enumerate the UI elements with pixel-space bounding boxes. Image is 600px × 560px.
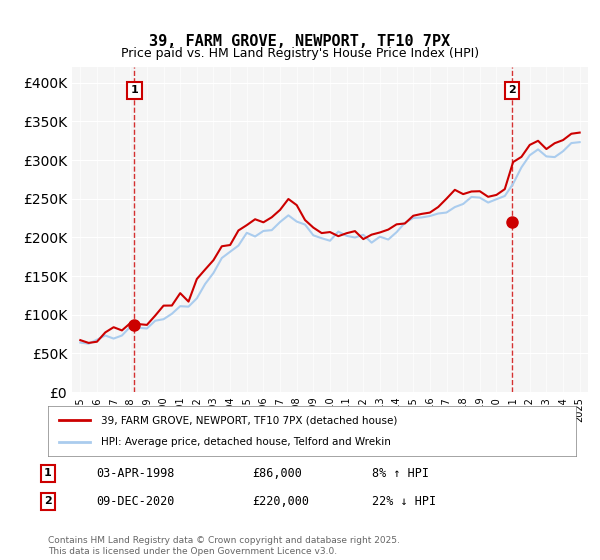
Text: 8% ↑ HPI: 8% ↑ HPI xyxy=(372,466,429,480)
Text: £220,000: £220,000 xyxy=(252,494,309,508)
Text: 39, FARM GROVE, NEWPORT, TF10 7PX: 39, FARM GROVE, NEWPORT, TF10 7PX xyxy=(149,35,451,49)
Text: 2: 2 xyxy=(44,496,52,506)
Text: 1: 1 xyxy=(44,468,52,478)
Text: 22% ↓ HPI: 22% ↓ HPI xyxy=(372,494,436,508)
Text: Contains HM Land Registry data © Crown copyright and database right 2025.
This d: Contains HM Land Registry data © Crown c… xyxy=(48,536,400,556)
Text: 39, FARM GROVE, NEWPORT, TF10 7PX (detached house): 39, FARM GROVE, NEWPORT, TF10 7PX (detac… xyxy=(101,415,397,425)
Text: HPI: Average price, detached house, Telford and Wrekin: HPI: Average price, detached house, Telf… xyxy=(101,437,391,447)
Text: 1: 1 xyxy=(131,86,138,95)
Text: Price paid vs. HM Land Registry's House Price Index (HPI): Price paid vs. HM Land Registry's House … xyxy=(121,46,479,60)
Text: 2: 2 xyxy=(508,86,516,95)
Text: 09-DEC-2020: 09-DEC-2020 xyxy=(96,494,175,508)
Text: 03-APR-1998: 03-APR-1998 xyxy=(96,466,175,480)
Text: £86,000: £86,000 xyxy=(252,466,302,480)
